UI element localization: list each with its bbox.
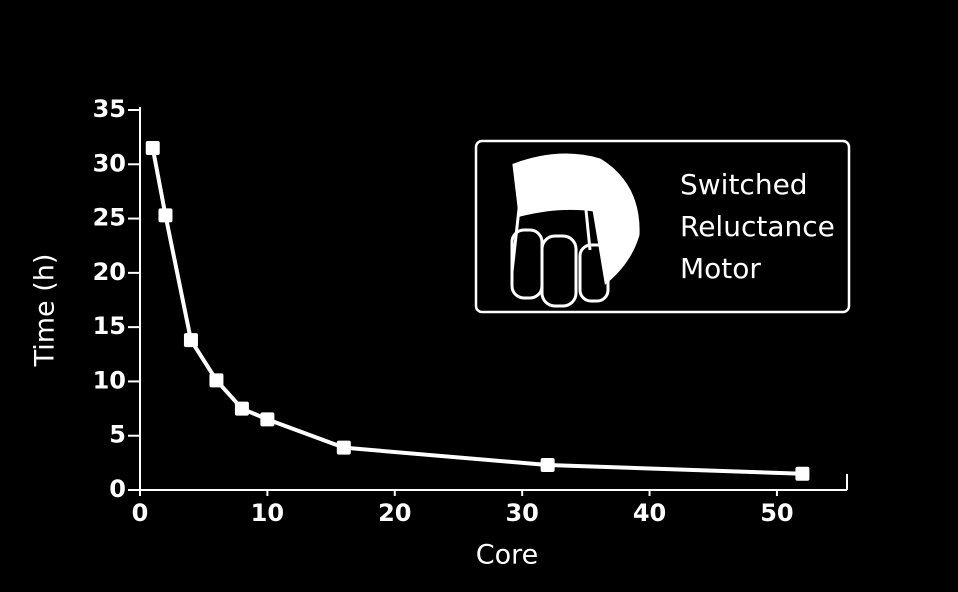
data-point [183,333,198,348]
inset-text: Motor [680,252,761,285]
data-point [145,141,160,155]
data-point [795,466,810,481]
x-axis-label: Core [476,540,539,571]
data-point [209,373,224,388]
y-tick-label: 30 [93,149,126,177]
y-tick-label: 25 [93,204,126,232]
x-tick-label: 40 [633,499,666,527]
data-point [540,458,555,473]
y-tick-label: 5 [109,421,126,449]
y-tick-label: 35 [93,95,126,123]
inset-box [474,139,851,314]
y-axis-label: Time (h) [30,254,61,368]
x-tick-label: 10 [251,499,284,527]
data-point [158,208,173,223]
y-tick-label: 20 [93,258,126,286]
x-tick-label: 30 [505,499,538,527]
data-point [260,412,275,427]
x-tick-label: 0 [132,499,149,527]
x-tick-label: 20 [378,499,411,527]
data-point [336,440,351,455]
y-tick-label: 10 [93,366,126,394]
y-tick-label: 15 [93,312,126,340]
motor-illustration [510,153,640,308]
inset: Switched Reluctance Motor [474,139,851,314]
x-tick-label: 50 [760,499,793,527]
inset-text: Switched [680,168,808,201]
data-point [234,401,249,416]
y-tick-label: 0 [109,475,126,503]
inset-text: Reluctance [680,210,835,243]
